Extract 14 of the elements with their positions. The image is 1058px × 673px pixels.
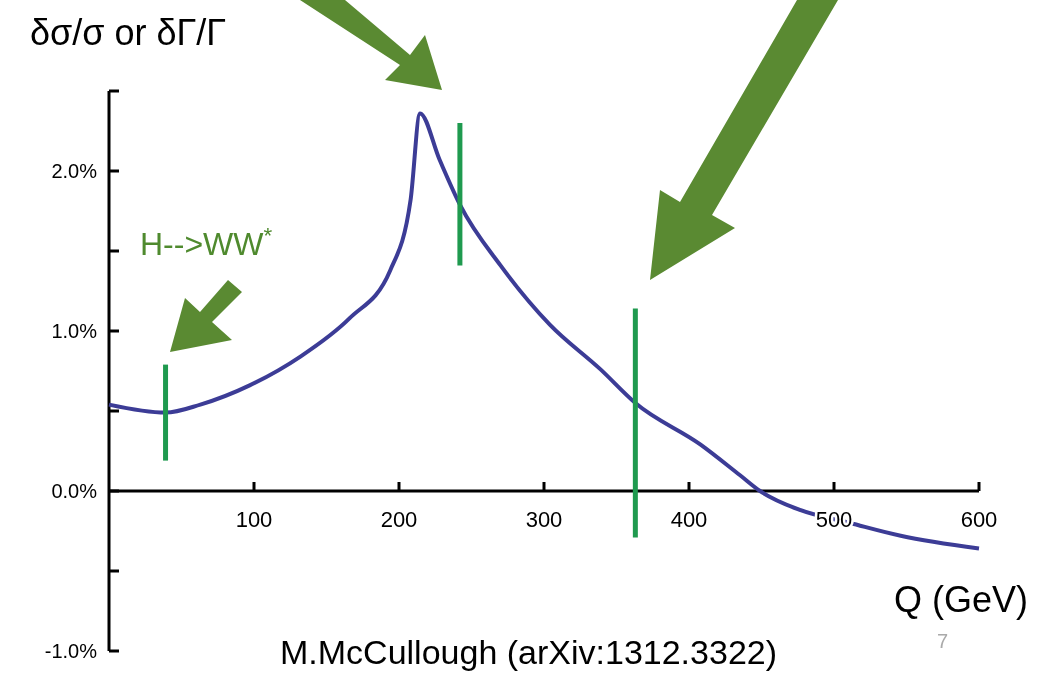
- annotation: H-->WW$^{*}$: [140, 222, 273, 262]
- y-tick-label: 1.0%: [51, 320, 98, 342]
- annotation: M.McCullough (arXiv:1312.3322): [280, 633, 778, 671]
- y-tick-label: 0.0%: [51, 480, 98, 502]
- x-tick-label: 400: [670, 507, 708, 532]
- annotation: 7: [937, 630, 949, 652]
- x-tick-label: 300: [525, 507, 563, 532]
- y-tick-label: 2.0%: [51, 160, 98, 182]
- y-tick-label: -1.0%: [44, 640, 98, 662]
- x-tick-label: 200: [380, 507, 418, 532]
- x-axis-title: Q (GeV): [893, 579, 1028, 620]
- x-tick-label: 100: [235, 507, 273, 532]
- y-axis-title: δσ/σ or δΓ/Γ: [30, 12, 227, 53]
- x-tick-label: 600: [960, 507, 998, 532]
